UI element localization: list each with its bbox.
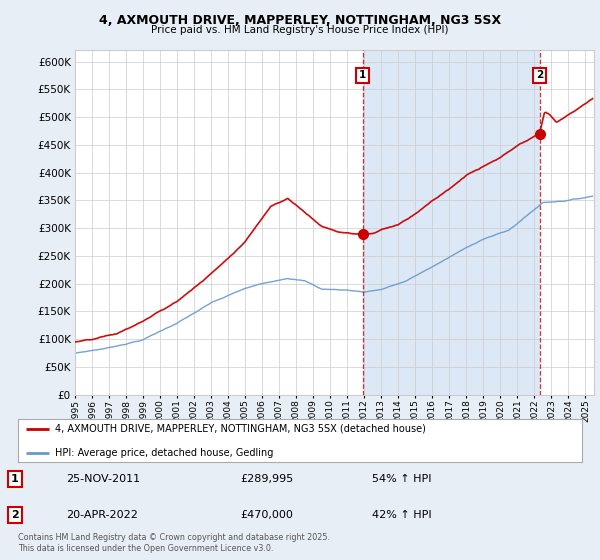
Text: 1: 1: [11, 474, 19, 484]
Text: Contains HM Land Registry data © Crown copyright and database right 2025.
This d: Contains HM Land Registry data © Crown c…: [18, 533, 330, 553]
Text: £289,995: £289,995: [240, 474, 293, 484]
Text: 2: 2: [536, 71, 543, 81]
Text: HPI: Average price, detached house, Gedling: HPI: Average price, detached house, Gedl…: [55, 447, 273, 458]
Text: 20-APR-2022: 20-APR-2022: [66, 510, 138, 520]
Text: 54% ↑ HPI: 54% ↑ HPI: [372, 474, 431, 484]
Text: 25-NOV-2011: 25-NOV-2011: [66, 474, 140, 484]
Text: 1: 1: [359, 71, 366, 81]
Text: 2: 2: [11, 510, 19, 520]
Bar: [362, 50, 539, 395]
Text: 4, AXMOUTH DRIVE, MAPPERLEY, NOTTINGHAM, NG3 5SX (detached house): 4, AXMOUTH DRIVE, MAPPERLEY, NOTTINGHAM,…: [55, 424, 425, 434]
Text: 42% ↑ HPI: 42% ↑ HPI: [372, 510, 431, 520]
Text: £470,000: £470,000: [240, 510, 293, 520]
Text: Price paid vs. HM Land Registry's House Price Index (HPI): Price paid vs. HM Land Registry's House …: [151, 25, 449, 35]
Text: 4, AXMOUTH DRIVE, MAPPERLEY, NOTTINGHAM, NG3 5SX: 4, AXMOUTH DRIVE, MAPPERLEY, NOTTINGHAM,…: [99, 14, 501, 27]
